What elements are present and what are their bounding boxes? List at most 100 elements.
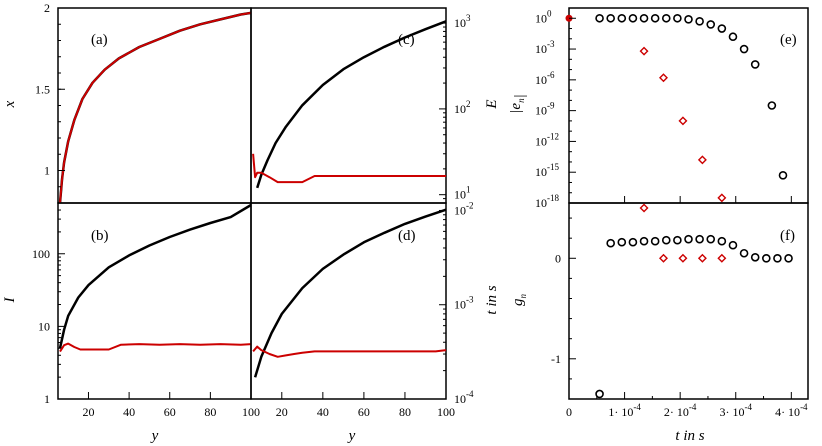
panel-b-xtick-label: 100 <box>242 405 260 419</box>
panel-e-ytick-label: 10-12 <box>535 131 559 148</box>
panel-e-ytick-label-part: 10 <box>535 73 547 87</box>
panel-d-xtick-label: 40 <box>317 405 329 419</box>
panel-d-label: (d) <box>398 228 416 244</box>
panel-e-series-1-point <box>697 155 707 165</box>
panel-e-series-0-point <box>650 13 660 23</box>
panel-c-series-1-line <box>252 153 446 184</box>
panel-f-series-0-point <box>606 238 615 248</box>
panel-c-ytick-label: 101 <box>454 185 471 202</box>
panel-a-ytick-label: 1.5 <box>35 82 50 96</box>
panel-f-series-1-point <box>678 253 688 263</box>
panel-c-ylabel: E <box>484 99 500 109</box>
panel-e-ytick-label: 10-18 <box>535 193 559 210</box>
panel-f-series-0-point <box>695 234 704 244</box>
panel-e-ytick-label-part: 10 <box>535 134 547 148</box>
panel-b-xtick-label: 80 <box>204 405 216 419</box>
panel-e-series-1-point <box>678 116 688 126</box>
panel-b-xtick-label: 60 <box>164 405 176 419</box>
panel-d-xtick-label: 100 <box>437 405 455 419</box>
panel-e-series-0-point <box>617 13 627 23</box>
panel-e: (e) <box>565 7 809 204</box>
panel-f-series-0-point <box>650 236 660 246</box>
panel-f-series-1-point <box>697 253 707 263</box>
panel-f-series-0-point <box>595 389 604 399</box>
panel-f-xtick-label-part: 3· 10 <box>719 405 744 419</box>
panel-e-ytick-label-part: 10 <box>535 104 547 118</box>
panel-f-ylabel-part: g <box>510 298 526 306</box>
panel-f-series-0-point <box>673 235 682 245</box>
panel-e-series-0-point <box>728 32 738 42</box>
panel-f-ytick-label: -1 <box>551 352 561 366</box>
panel-f-series-1-point <box>658 253 668 263</box>
panel-e-frame <box>568 7 809 204</box>
panel-f-xtick-label: 4· 10-4 <box>775 402 808 419</box>
panel-a-ytick-label: 2 <box>44 1 50 15</box>
panel-e-series-0-point <box>639 13 649 23</box>
panel-f-series-0-point <box>706 234 716 244</box>
panel-c-ytick-label-sup: 2 <box>466 99 471 109</box>
panel-e-ytick-label-part: 10 <box>535 165 547 179</box>
panel-d-ytick-label-part: 10 <box>454 203 466 217</box>
panel-b-ytick-label: 1 <box>44 392 50 406</box>
panel-f-series-1-point <box>717 253 727 263</box>
panel-c-ytick-label-part: 10 <box>454 16 466 30</box>
panel-d-ytick-label: 10-3 <box>454 295 474 312</box>
panel-f-xtick-label-part: 4· 10 <box>775 405 800 419</box>
panel-c-frame <box>250 7 447 204</box>
panel-e-ytick-label-part: 10 <box>535 11 547 25</box>
panel-d-xtick-label: 80 <box>399 405 411 419</box>
panel-c-ytick-label: 102 <box>454 99 471 116</box>
panel-e-series-1-point <box>639 46 649 56</box>
panel-b-ytick-label: 100 <box>32 247 50 261</box>
panel-f-series-0-point <box>684 234 693 244</box>
panel-d-ylabel: t in s <box>484 285 500 314</box>
panel-e-ytick-label-sup: -3 <box>547 39 555 49</box>
panel-b: (b) <box>57 202 252 400</box>
panel-b-xtick-label: 40 <box>123 405 135 419</box>
panel-d-xlabel: y <box>347 428 356 444</box>
panel-e-ytick-label-part: 10 <box>535 42 547 56</box>
panel-e-series-0-point <box>661 13 671 23</box>
panel-e-series-0-point <box>778 170 788 180</box>
panel-d-ytick-label-part: 10 <box>454 298 466 312</box>
panel-f-series-0-point <box>773 253 782 263</box>
panel-d-xtick-label: 60 <box>358 405 370 419</box>
panel-c-ytick-label-sup: 3 <box>466 13 471 23</box>
panel-e-ylabel-sub: n <box>516 98 526 103</box>
panel-f-xtick-label: 1· 10-4 <box>608 402 641 419</box>
panel-b-ylabel: I <box>2 297 18 304</box>
panel-c: (c) <box>250 7 447 204</box>
panel-d: (d) <box>250 202 447 400</box>
panel-c-series-0-line <box>256 20 447 189</box>
panel-e-ytick-label-sup: -15 <box>547 162 559 172</box>
panel-e-series-0-point <box>706 20 716 29</box>
panel-a: (a) <box>57 7 252 204</box>
panel-d-ytick-label-part: 10 <box>454 392 466 406</box>
panel-f-series-0-point <box>784 253 793 263</box>
panel-d-frame <box>250 202 447 400</box>
panel-e-ytick-label-sup: -6 <box>547 70 555 80</box>
panel-c-ytick-label-part: 10 <box>454 188 466 202</box>
panel-a-frame <box>57 7 252 204</box>
panel-f-xtick-label-sup: -4 <box>800 402 808 412</box>
panel-d-series-1-line <box>252 345 447 358</box>
panel-e-series-0-point <box>606 13 615 23</box>
panel-f: (f) <box>568 202 809 400</box>
panel-e-ytick-label-sup: -18 <box>547 193 559 203</box>
panel-c-label: (c) <box>398 32 415 48</box>
panel-b-ytick-label: 10 <box>38 319 50 333</box>
panel-f-xlabel: t in s <box>675 428 704 444</box>
panel-f-label: (f) <box>780 228 795 244</box>
panel-f-series-1-point <box>639 203 649 213</box>
panel-d-xtick-label: 20 <box>276 405 288 419</box>
panel-b-xtick-label: 20 <box>82 405 94 419</box>
panel-b-series-0-line <box>58 203 252 349</box>
panel-b-label: (b) <box>91 228 109 244</box>
panel-e-ylabel-part: |e <box>508 103 524 114</box>
panel-f-xtick-label-part: 2· 10 <box>664 405 689 419</box>
panel-c-ytick-label: 103 <box>454 13 471 30</box>
panel-e-series-0-point <box>739 44 749 54</box>
panel-f-series-0-point <box>739 248 749 258</box>
panel-f-frame <box>568 202 809 400</box>
